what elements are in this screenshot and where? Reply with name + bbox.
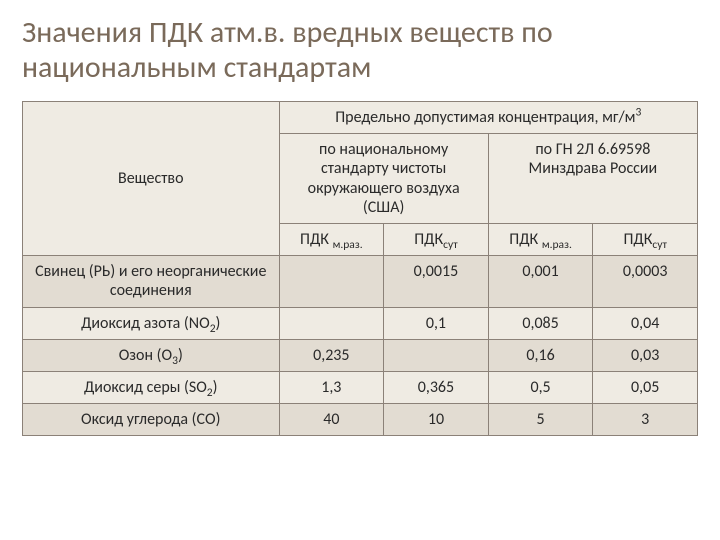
mpc-label: Предельно допустимая концентрация, мг/м: [335, 108, 635, 127]
name-post: ): [178, 346, 183, 365]
cell-ru-sut: 0,03: [593, 339, 698, 371]
mpc-table: Вещество Предельно допустимая концентрац…: [22, 101, 698, 436]
pdk-sub: м.раз.: [333, 238, 363, 252]
col-source-ru: по ГН 2Л 6.69598 Минздрава России: [488, 134, 697, 224]
slide: Значения ПДК атм.в. вредных веществ по н…: [0, 0, 720, 540]
cell-ru-mraz: 5: [488, 404, 593, 436]
col-ru-sut: ПДКсут: [593, 223, 698, 255]
pdk-sub: сут: [652, 238, 667, 252]
name-post: ): [213, 378, 218, 397]
table-row: Диоксид серы (SO2) 1,3 0,365 0,5 0,05: [23, 371, 698, 403]
name-pre: Диоксид азота (NO: [81, 314, 210, 333]
cell-ru-sut: 0,0003: [593, 256, 698, 307]
table-row: Диоксид азота (NO2) 0,1 0,085 0,04: [23, 307, 698, 339]
cell-usa-sut: 0,365: [384, 371, 489, 403]
col-substance: Вещество: [23, 102, 280, 256]
cell-ru-sut: 0,05: [593, 371, 698, 403]
cell-usa-sut: 0,1: [384, 307, 489, 339]
cell-usa-mraz: 0,235: [279, 339, 384, 371]
name-pre: Диоксид серы (SO: [84, 378, 207, 397]
pdk-label: ПДК: [414, 230, 443, 249]
name-post: ): [216, 314, 221, 333]
cell-usa-mraz: [279, 307, 384, 339]
col-ru-mraz: ПДК м.раз.: [488, 223, 593, 255]
cell-usa-mraz: [279, 256, 384, 307]
pdk-label: ПДК: [623, 230, 652, 249]
pdk-sub: сут: [443, 238, 458, 252]
col-usa-mraz: ПДК м.раз.: [279, 223, 384, 255]
col-source-usa: по национальному стандарту чистоты окруж…: [279, 134, 488, 224]
col-mpc: Предельно допустимая концентрация, мг/м3: [279, 102, 698, 134]
mpc-unit-sup: 3: [635, 106, 641, 120]
cell-substance: Свинец (РЬ) и его неорганические соедине…: [23, 256, 280, 307]
pdk-label: ПДК: [509, 230, 542, 249]
table-row: Оксид углерода (СО) 40 10 5 3: [23, 404, 698, 436]
cell-ru-mraz: 0,5: [488, 371, 593, 403]
cell-usa-sut: 10: [384, 404, 489, 436]
cell-substance: Озон (О3): [23, 339, 280, 371]
cell-substance: Диоксид серы (SO2): [23, 371, 280, 403]
name-pre: Озон (О: [119, 346, 172, 365]
cell-ru-mraz: 0,16: [488, 339, 593, 371]
page-title: Значения ПДК атм.в. вредных веществ по н…: [22, 16, 698, 85]
cell-substance: Диоксид азота (NO2): [23, 307, 280, 339]
cell-substance: Оксид углерода (СО): [23, 404, 280, 436]
cell-usa-mraz: 40: [279, 404, 384, 436]
cell-ru-sut: 0,04: [593, 307, 698, 339]
table-row: Свинец (РЬ) и его неорганические соедине…: [23, 256, 698, 307]
pdk-label: ПДК: [300, 230, 333, 249]
table-row: Озон (О3) 0,235 0,16 0,03: [23, 339, 698, 371]
cell-ru-sut: 3: [593, 404, 698, 436]
name-pre: Свинец (Р: [35, 262, 102, 281]
col-usa-sut: ПДКсут: [384, 223, 489, 255]
cell-usa-sut: [384, 339, 489, 371]
cell-ru-mraz: 0,001: [488, 256, 593, 307]
cell-ru-mraz: 0,085: [488, 307, 593, 339]
pdk-sub: м.раз.: [542, 238, 572, 252]
cell-usa-sut: 0,0015: [384, 256, 489, 307]
name-pre: Оксид углерода (СО): [81, 410, 221, 429]
name-post: ) и его неорганические соединения: [110, 262, 267, 300]
cell-usa-mraz: 1,3: [279, 371, 384, 403]
